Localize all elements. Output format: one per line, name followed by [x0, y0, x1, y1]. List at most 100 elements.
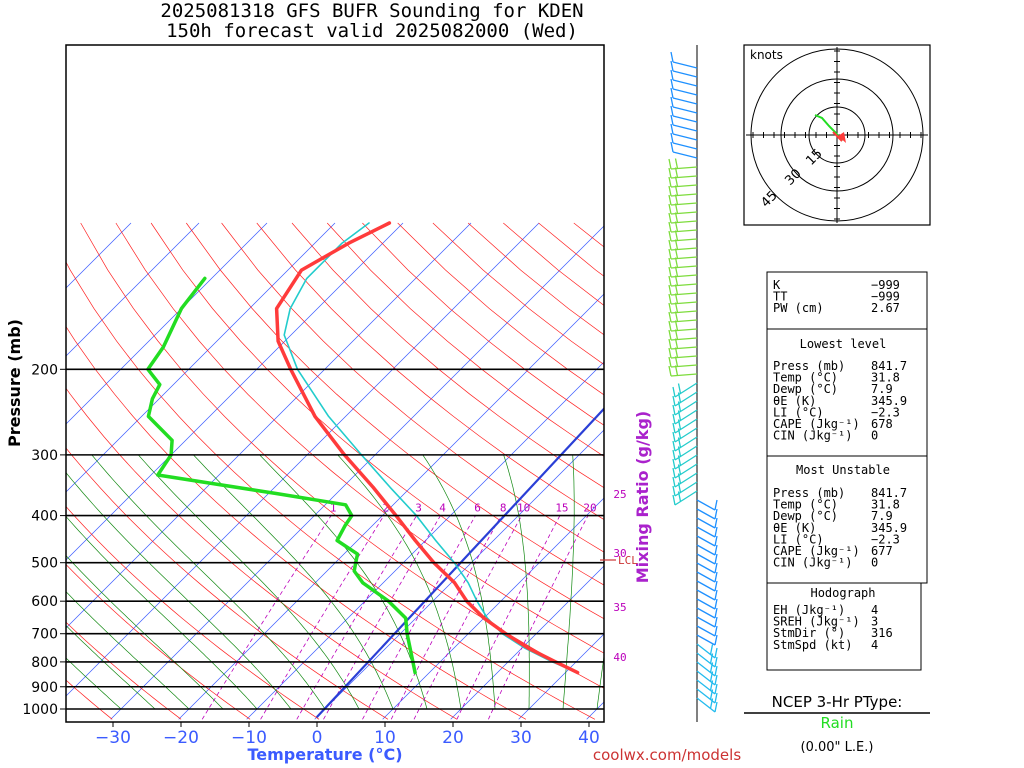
wind-barb [670, 274, 698, 278]
pressure-tick-label: 800 [31, 655, 58, 671]
moist-adiabat-line [259, 454, 428, 710]
wind-barb [670, 265, 698, 269]
hodograph-stats-row-value: 316 [871, 626, 893, 640]
dry-adiabat-line [66, 447, 389, 720]
temperature-tick-label: −20 [163, 728, 199, 748]
chart-title-line2: 150h forecast valid 2025082000 (Wed) [166, 20, 578, 42]
dry-adiabat-line [291, 222, 604, 489]
wind-barb [670, 211, 698, 215]
moist-adiabat-line [66, 515, 258, 710]
wind-barb-feather [668, 194, 672, 206]
ptype-value: Rain [821, 714, 854, 732]
theta-e-label: 25 [613, 488, 626, 501]
wind-barb-feather [714, 701, 718, 713]
pressure-tick-label: 900 [31, 680, 58, 696]
moist-adiabat-line [193, 454, 394, 710]
wind-barb [670, 247, 698, 251]
wind-barb [670, 193, 698, 197]
x-axis-label: Temperature (°C) [247, 745, 402, 764]
lowest-level-row-value: 7.9 [871, 382, 893, 396]
wind-barb-feather [668, 311, 672, 323]
temperature-axis: −30 −20 −10 0 10 20 30 40 [95, 722, 600, 748]
pressure-tick-label: 700 [31, 627, 58, 643]
isotherm-line [314, 429, 604, 720]
wind-barb-feather [672, 476, 676, 488]
hodograph-unit-label: knots [750, 48, 783, 62]
most-unstable-row-value: 677 [871, 544, 893, 558]
wind-barb-feather [674, 239, 679, 250]
parcel-line [315, 407, 604, 719]
dry-adiabat-line [80, 222, 604, 689]
wind-barb [696, 571, 716, 583]
dry-adiabat-line [397, 222, 604, 396]
sounding-profiles [146, 221, 604, 719]
dry-adiabat-line [221, 222, 604, 553]
wind-barb-feather [668, 167, 672, 179]
lowest-level-row-label: LI (°C) [773, 405, 824, 419]
wind-barb-feather [674, 248, 679, 259]
pressure-tick-label: 200 [31, 362, 58, 378]
indices-box-lowest [766, 328, 928, 457]
dry-adiabat-line [66, 621, 182, 720]
most-unstable-row-label: Press (mb) [773, 486, 845, 500]
isotherm-line [450, 565, 604, 720]
wind-barb-feather [714, 674, 718, 686]
mixing-ratio-line [260, 515, 385, 720]
dry-adiabat-line [326, 222, 604, 457]
most-unstable-row-value: 0 [871, 556, 878, 570]
wind-barb-feather [668, 257, 672, 269]
wind-barb-feather [714, 562, 718, 574]
wind-barb-feather [677, 392, 682, 403]
wind-barb-feather [668, 203, 672, 215]
pressure-tick-label: 300 [31, 448, 58, 464]
mixing-ratio-label: 6 [474, 502, 481, 515]
most-unstable-row-value: 345.9 [871, 521, 907, 535]
wind-barb [670, 292, 698, 296]
temperature-profile [274, 221, 580, 675]
wind-barb-feather [674, 230, 679, 241]
ptype-title: NCEP 3-Hr PType: [772, 693, 903, 711]
wind-barb-feather [668, 158, 672, 170]
wind-barb-feather [709, 698, 714, 709]
wind-barb-feather [714, 607, 718, 619]
wind-barb-feather [714, 589, 718, 601]
wind-barb-feather [674, 311, 679, 322]
storm-motion-marker [838, 132, 846, 143]
wind-barb [670, 220, 698, 224]
wind-barb-feather [714, 544, 718, 556]
wind-barb [696, 562, 716, 574]
mixing-ratio-label: 4 [439, 502, 446, 515]
isobar-lines [66, 368, 604, 710]
wind-barb-feather [668, 329, 672, 341]
mixing-ratio-label: 8 [500, 502, 507, 515]
dry-adiabat-line [362, 222, 604, 426]
moist-adiabat-line [66, 555, 224, 710]
wind-barb-feather [709, 644, 714, 655]
most-unstable-row-value: −2.3 [871, 532, 900, 546]
wind-barb-feather [674, 185, 679, 196]
dry-adiabat-line [0, 223, 43, 719]
wind-barb-feather [672, 404, 676, 416]
lowest-level-row-value: −2.3 [871, 405, 900, 419]
wind-barb-feather [709, 653, 714, 664]
wind-barb [696, 517, 716, 529]
wind-barb [672, 151, 698, 159]
wind-barb-feather [670, 132, 674, 144]
wind-barb-feather [674, 347, 679, 358]
hodograph-stats-title: Hodograph [810, 586, 875, 600]
wind-barb-feather [668, 365, 672, 377]
credit-text: coolwx.com/models [593, 746, 741, 764]
lowest-level-row-label: CAPE (Jkg⁻¹) [773, 417, 860, 431]
wind-barb-feather [714, 683, 718, 695]
wind-barb-feather [668, 185, 672, 197]
dewpoint-profile [146, 276, 417, 675]
wind-barb-feather [677, 410, 682, 421]
moist-adiabat-line [66, 591, 190, 710]
isotherm-line [66, 222, 540, 697]
wind-barb [670, 355, 698, 359]
wind-barb-feather [672, 458, 676, 470]
most-unstable-row-label: LI (°C) [773, 532, 824, 546]
wind-barb [672, 142, 698, 150]
wind-barb [670, 238, 698, 242]
mixing-ratio-labels: 1 2 3 4 6 8 10 15 20 [330, 502, 597, 515]
